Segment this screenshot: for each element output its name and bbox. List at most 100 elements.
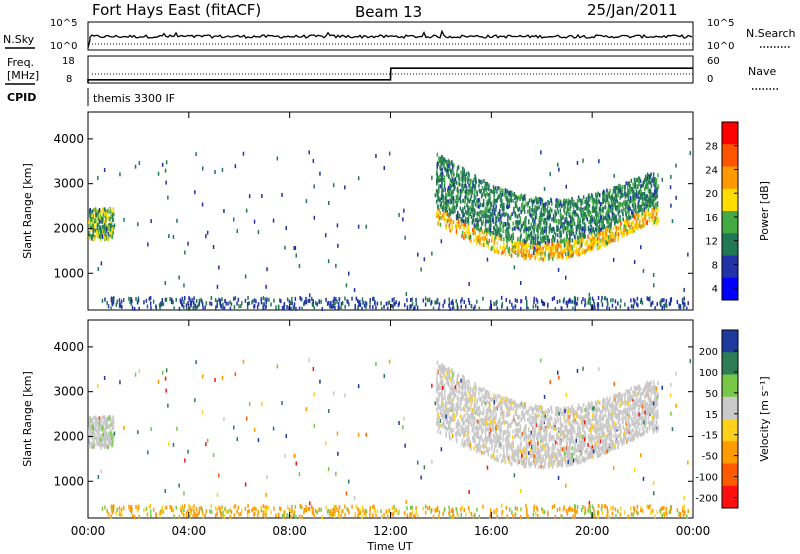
power-cell (524, 240, 526, 245)
power-cell (474, 218, 477, 223)
power-cell (593, 198, 595, 202)
power-cell (375, 154, 377, 158)
power-cell (638, 213, 640, 218)
velocity-cell (491, 443, 493, 448)
power-cell (476, 226, 478, 231)
power-cell (648, 203, 650, 208)
velocity-cell (436, 418, 439, 423)
power-cell (450, 169, 452, 174)
velocity-cell (576, 443, 579, 448)
power-cell (476, 216, 478, 221)
power-cell (290, 306, 292, 311)
velocity-cell (481, 411, 483, 416)
power-cell (161, 162, 164, 167)
power-cell (539, 197, 541, 202)
power-cell (606, 195, 609, 199)
power-cell (489, 217, 492, 222)
power-cell (155, 304, 157, 309)
power-cell (627, 197, 630, 202)
power-cell (467, 179, 469, 184)
power-cell (579, 198, 581, 203)
power-cell (507, 248, 509, 253)
power-cell (485, 182, 487, 187)
power-cell (103, 219, 106, 224)
power-cell (576, 203, 579, 208)
velocity-cell (508, 423, 511, 428)
power-cell (136, 300, 139, 305)
power-cell (536, 206, 538, 211)
power-cell (532, 199, 535, 204)
velocity-cell (452, 427, 455, 432)
power-cell (450, 209, 453, 214)
power-cell (500, 195, 502, 200)
power-cell (439, 178, 441, 183)
power-cell (520, 223, 523, 228)
power-cell (101, 234, 104, 239)
power-cell (594, 306, 596, 311)
power-cell (568, 240, 570, 245)
power-cell (442, 207, 444, 212)
velocity-cell (91, 421, 94, 425)
power-cell (119, 302, 121, 307)
power-cell (387, 306, 389, 311)
power-cell (532, 244, 534, 249)
power-cell (434, 300, 436, 305)
velocity-cell (562, 408, 565, 413)
power-cell (539, 252, 542, 257)
power-cell (482, 210, 485, 215)
power-cell (554, 209, 556, 214)
power-cell (444, 192, 447, 197)
power-cell (463, 212, 465, 217)
power-cell (340, 302, 343, 306)
power-cell (548, 201, 550, 206)
power-cell (559, 228, 561, 233)
power-cell (441, 189, 443, 194)
power-cell (608, 208, 610, 213)
power-cell (548, 239, 551, 244)
power-cell (570, 244, 572, 249)
velocity-cell (100, 419, 103, 424)
power-cell (602, 216, 605, 221)
power-cell (517, 221, 520, 226)
power-cell (97, 210, 100, 215)
power-cell (541, 217, 543, 222)
velocity-cell (592, 455, 594, 460)
power-cell (447, 163, 449, 168)
power-cell (361, 306, 363, 311)
power-cell (646, 183, 648, 188)
power-cell (469, 190, 471, 194)
power-cell (495, 204, 497, 209)
power-cell (410, 304, 412, 309)
power-cell (519, 216, 522, 221)
velocity-cell (494, 421, 497, 426)
power-cell (93, 236, 96, 241)
power-cell (603, 198, 605, 203)
power-cell (522, 239, 524, 244)
power-cell (357, 176, 360, 181)
power-cell (576, 199, 579, 204)
power-cell (194, 190, 196, 195)
velocity-cell (556, 435, 558, 440)
velocity-cell (96, 429, 98, 434)
velocity-cell (492, 393, 495, 398)
power-cell (594, 242, 596, 247)
power-cell (488, 227, 490, 232)
power-cell (442, 160, 444, 165)
power-cell (520, 299, 523, 304)
power-cell (547, 253, 550, 258)
power-cell (637, 190, 640, 195)
velocity-cell (587, 413, 590, 418)
power-cell (95, 230, 98, 234)
power-cell (632, 304, 635, 309)
power-cell (441, 205, 443, 210)
power-cell (450, 220, 453, 225)
power-cell (533, 251, 535, 255)
power-cell (631, 220, 633, 225)
velocity-cell (600, 416, 602, 421)
power-cell (448, 163, 451, 168)
power-cell (616, 231, 618, 236)
power-cell (641, 211, 644, 216)
power-cell (218, 297, 220, 302)
power-cell (592, 228, 595, 233)
power-cell (110, 231, 113, 236)
